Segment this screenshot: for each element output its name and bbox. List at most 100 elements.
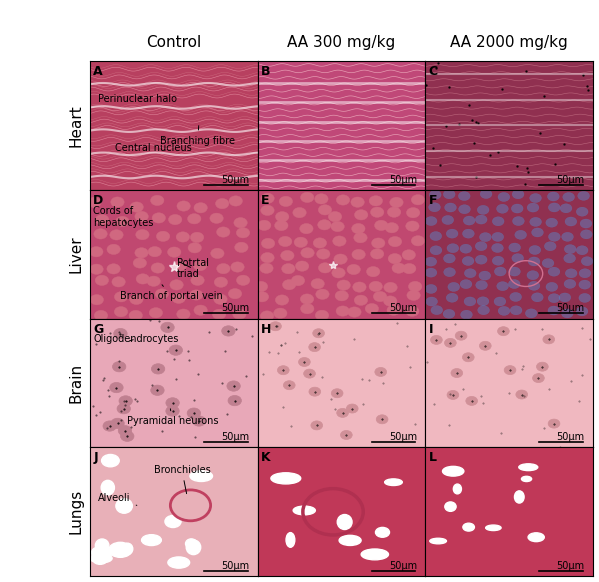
Circle shape xyxy=(150,195,164,205)
Circle shape xyxy=(464,297,476,306)
Circle shape xyxy=(283,279,296,290)
Circle shape xyxy=(406,221,419,231)
Circle shape xyxy=(476,255,487,264)
Circle shape xyxy=(532,228,543,237)
Circle shape xyxy=(235,242,248,253)
Text: C: C xyxy=(429,65,438,78)
Circle shape xyxy=(148,247,162,257)
Text: Potrtal
triad: Potrtal triad xyxy=(177,258,209,279)
Circle shape xyxy=(276,295,289,305)
Circle shape xyxy=(576,207,588,216)
Circle shape xyxy=(237,228,250,238)
Circle shape xyxy=(258,220,271,230)
Circle shape xyxy=(492,243,503,253)
Circle shape xyxy=(234,218,247,228)
Circle shape xyxy=(462,257,474,265)
Ellipse shape xyxy=(141,535,161,545)
Circle shape xyxy=(451,368,462,378)
Circle shape xyxy=(527,203,539,212)
Circle shape xyxy=(565,269,577,278)
Circle shape xyxy=(119,396,132,406)
Circle shape xyxy=(548,306,559,315)
Circle shape xyxy=(116,217,129,226)
Ellipse shape xyxy=(109,542,132,558)
Circle shape xyxy=(497,282,509,290)
Circle shape xyxy=(227,381,240,391)
Text: AA 300 mg/kg: AA 300 mg/kg xyxy=(288,35,395,50)
Circle shape xyxy=(277,365,289,375)
Circle shape xyxy=(232,309,246,320)
Circle shape xyxy=(261,205,274,215)
Circle shape xyxy=(580,230,592,239)
Circle shape xyxy=(479,271,491,280)
Circle shape xyxy=(90,264,103,274)
Circle shape xyxy=(392,263,406,274)
Circle shape xyxy=(576,307,588,316)
Circle shape xyxy=(168,247,181,257)
Ellipse shape xyxy=(116,499,132,513)
Circle shape xyxy=(304,369,316,378)
Circle shape xyxy=(135,248,149,258)
Circle shape xyxy=(466,396,477,406)
Circle shape xyxy=(549,232,560,242)
Circle shape xyxy=(337,409,349,417)
Circle shape xyxy=(135,211,149,222)
Circle shape xyxy=(579,280,591,289)
Circle shape xyxy=(412,236,425,246)
Circle shape xyxy=(279,236,292,247)
Ellipse shape xyxy=(92,546,112,559)
Circle shape xyxy=(279,196,292,207)
Circle shape xyxy=(110,230,123,240)
Circle shape xyxy=(291,275,305,286)
Text: J: J xyxy=(93,451,98,464)
Text: A: A xyxy=(93,65,103,78)
Circle shape xyxy=(462,353,474,362)
Ellipse shape xyxy=(528,533,544,542)
Ellipse shape xyxy=(515,491,524,503)
Text: G: G xyxy=(93,322,104,335)
Circle shape xyxy=(494,297,506,306)
Text: B: B xyxy=(261,65,270,78)
Circle shape xyxy=(177,309,190,320)
Circle shape xyxy=(546,218,558,227)
Circle shape xyxy=(576,246,588,255)
Circle shape xyxy=(403,264,416,274)
Circle shape xyxy=(385,222,398,233)
Ellipse shape xyxy=(445,502,456,512)
Ellipse shape xyxy=(271,473,301,484)
Circle shape xyxy=(388,254,401,264)
Circle shape xyxy=(152,213,165,223)
Circle shape xyxy=(187,408,201,418)
Circle shape xyxy=(317,219,331,230)
Circle shape xyxy=(446,229,458,238)
Circle shape xyxy=(173,261,186,271)
Text: Alveoli: Alveoli xyxy=(98,494,137,505)
Circle shape xyxy=(447,244,459,253)
Circle shape xyxy=(261,311,274,321)
Circle shape xyxy=(375,367,386,377)
Circle shape xyxy=(565,217,577,226)
Circle shape xyxy=(113,361,126,372)
Circle shape xyxy=(301,304,314,314)
Circle shape xyxy=(166,398,179,408)
Circle shape xyxy=(442,215,453,225)
Text: H: H xyxy=(261,322,271,335)
Text: 50μm: 50μm xyxy=(556,303,585,314)
Text: Pyramidal neurons: Pyramidal neurons xyxy=(127,409,218,426)
Ellipse shape xyxy=(443,466,464,476)
Text: L: L xyxy=(429,451,437,464)
Text: 50μm: 50μm xyxy=(389,175,417,184)
Circle shape xyxy=(409,281,422,292)
Circle shape xyxy=(492,217,504,226)
Text: Bronchioles: Bronchioles xyxy=(153,465,210,494)
Circle shape xyxy=(276,212,289,222)
Text: Perinuclear halo: Perinuclear halo xyxy=(98,94,177,104)
Text: E: E xyxy=(261,194,270,207)
Circle shape xyxy=(579,293,591,303)
Circle shape xyxy=(298,357,310,367)
Circle shape xyxy=(429,190,441,199)
Circle shape xyxy=(371,207,384,217)
Circle shape xyxy=(512,254,524,262)
Ellipse shape xyxy=(339,535,361,545)
Circle shape xyxy=(407,290,420,300)
